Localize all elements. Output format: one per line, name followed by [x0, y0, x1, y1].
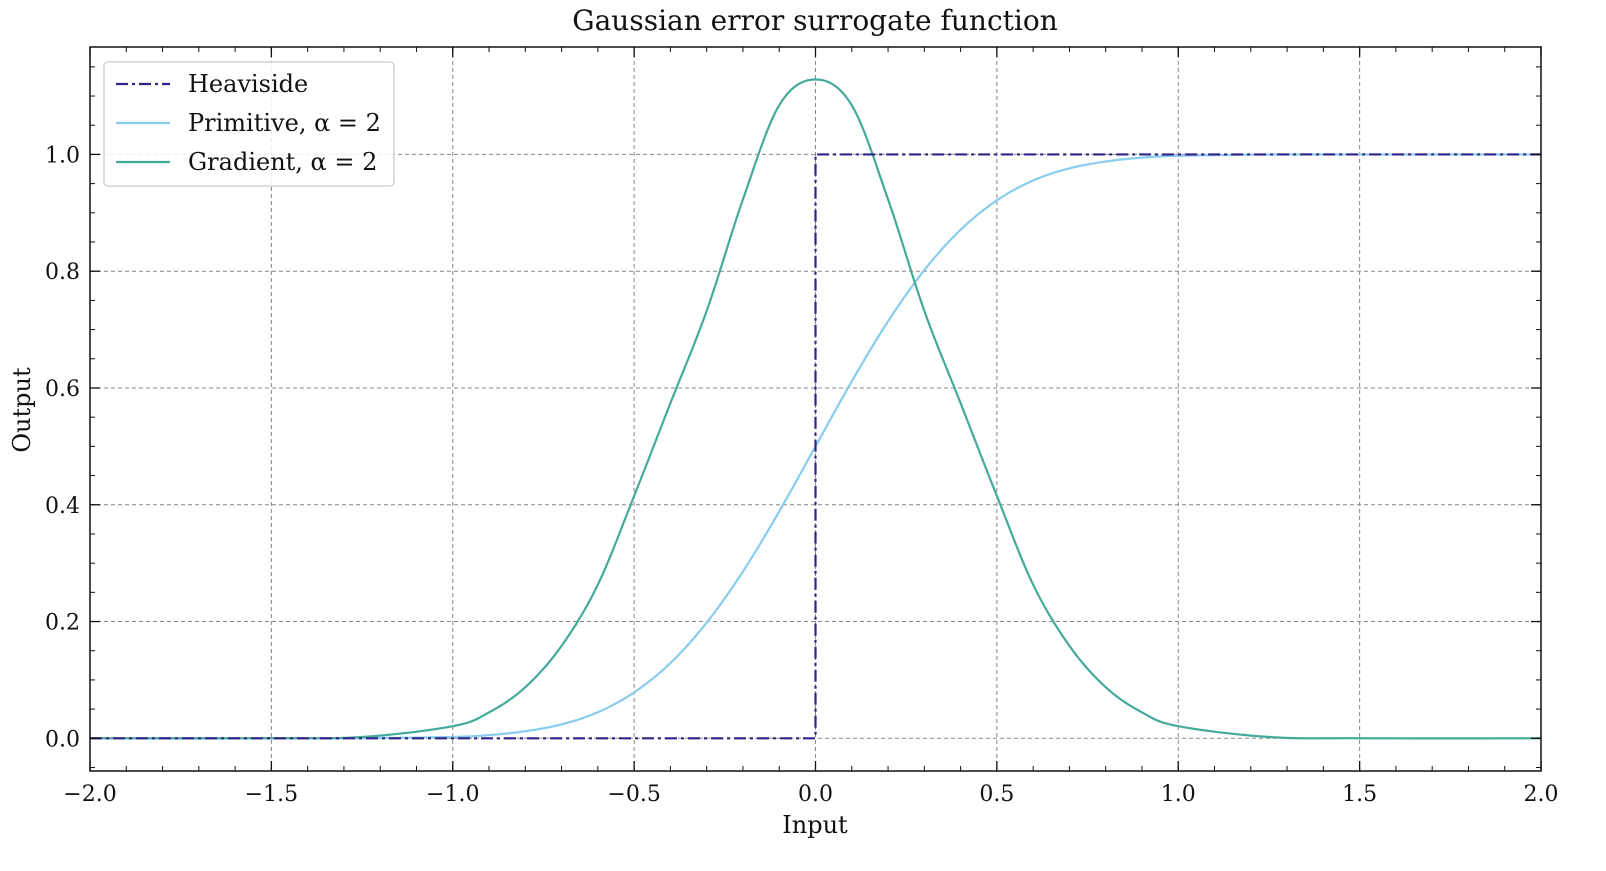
x-tick-label: 0.0: [798, 782, 833, 807]
x-tick-label: −2.0: [63, 782, 116, 807]
y-axis-label: Output: [8, 367, 36, 453]
y-tick-label: 0.2: [45, 611, 80, 636]
x-axis-label: Input: [782, 811, 848, 839]
x-tick-label: 2.0: [1524, 782, 1559, 807]
y-tick-label: 1.0: [45, 143, 80, 168]
x-tick-label: −1.5: [245, 782, 298, 807]
legend-label-1: Primitive, α = 2: [188, 109, 381, 137]
ticks: [89, 47, 1542, 771]
x-tick-label: 0.5: [979, 782, 1014, 807]
chart-title: Gaussian error surrogate function: [572, 4, 1057, 37]
tick-labels: −2.0 −1.5 −1.0 −0.5 0.0 0.5 1.0 1.5 2.0 0.0 0.2 0.4…: [45, 143, 1559, 807]
x-tick-label: −0.5: [607, 782, 660, 807]
y-tick-label: 0.0: [45, 727, 80, 752]
x-tick-label: −1.0: [426, 782, 479, 807]
plot-lines: [89, 78, 1542, 740]
series-line-0: [90, 153, 1541, 740]
x-tick-label: 1.5: [1342, 782, 1377, 807]
x-tick-label: 1.0: [1161, 782, 1196, 807]
legend-label-0: Heaviside: [188, 70, 308, 98]
legend-label-2: Gradient, α = 2: [188, 148, 377, 176]
legend-frame: [103, 61, 395, 187]
y-tick-label: 0.6: [45, 377, 80, 402]
series-line-2: [89, 78, 1542, 740]
y-tick-label: 0.4: [45, 494, 80, 519]
legend: Heaviside Primitive, α = 2 Gradient, α = 2: [103, 61, 395, 187]
y-tick-label: 0.8: [45, 260, 80, 285]
